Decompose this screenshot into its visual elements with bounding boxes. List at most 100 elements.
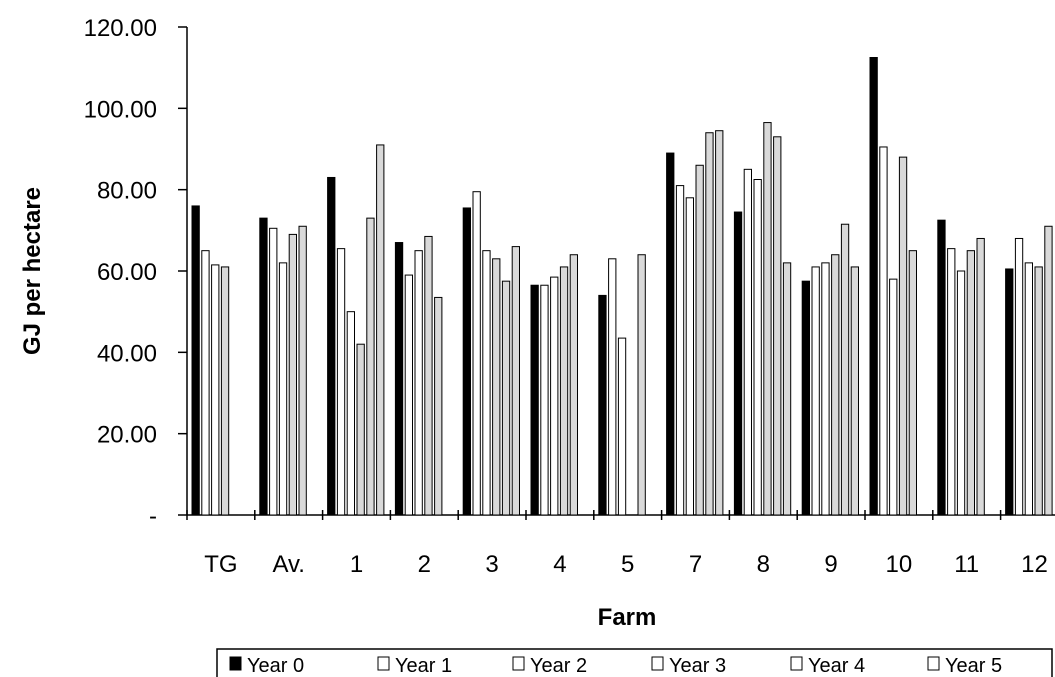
bar-year-2	[550, 276, 559, 516]
bar-year-0	[801, 280, 811, 516]
y-tick-label: 20.00	[97, 422, 157, 449]
bar-year-2	[889, 278, 898, 516]
bar-year-4	[298, 225, 307, 516]
bar-year-3	[831, 254, 840, 516]
bar-year-5	[850, 266, 860, 516]
x-tick-label: TG	[204, 551, 237, 578]
bar-year-2	[211, 264, 220, 516]
bar-year-1	[201, 250, 210, 516]
bar-year-0	[937, 219, 946, 516]
y-tick-label: 60.00	[97, 259, 157, 286]
x-tick-label: 1	[350, 551, 363, 578]
bar-year-1	[947, 248, 956, 516]
legend-swatch	[229, 656, 242, 671]
bar-year-3	[424, 235, 433, 516]
x-tick-label: 3	[485, 551, 498, 578]
bar-year-0	[666, 152, 675, 516]
x-axis: TG Av. 1 2 3 4 5 7 8 9 10 11 12	[186, 510, 1055, 578]
bar-year-1	[336, 248, 346, 516]
bar-year-4	[501, 280, 511, 516]
bar-year-1	[743, 168, 753, 516]
bar-year-3	[356, 343, 365, 516]
bar-year-0	[259, 217, 268, 516]
bar-year-1	[675, 185, 685, 516]
bar-year-4	[434, 296, 443, 516]
bar-year-4	[569, 254, 579, 516]
legend-label: Year 2	[530, 655, 587, 677]
bar-year-3	[763, 122, 772, 516]
y-tick-label: 80.00	[97, 178, 157, 205]
legend-label: Year 4	[808, 655, 865, 677]
legend: Year 0 Year 1 Year 2 Year 3 Year 4 Year 5	[216, 648, 1053, 677]
bar-year-3	[288, 233, 298, 516]
legend-box	[216, 648, 1053, 677]
bar-year-0	[1005, 268, 1014, 516]
bar-year-3	[220, 266, 230, 516]
x-tick-label: 5	[621, 551, 634, 578]
bar-year-0	[462, 207, 472, 516]
bar-year-4	[976, 237, 985, 516]
bar-year-3	[898, 156, 908, 516]
bar-year-3	[1034, 266, 1043, 516]
bar-year-4	[773, 136, 782, 516]
bars	[191, 57, 1053, 516]
bar-year-1	[1014, 237, 1024, 516]
legend-label: Year 1	[395, 655, 452, 677]
legend-swatch	[790, 656, 803, 671]
bar-year-0	[869, 57, 878, 516]
x-tick-label: 10	[886, 551, 913, 578]
bar-year-5	[715, 130, 724, 516]
bar-year-1	[540, 284, 549, 516]
legend-swatch	[512, 656, 525, 671]
bar-year-2	[482, 250, 491, 516]
bar-year-3	[492, 258, 501, 516]
bar-year-4	[908, 250, 918, 516]
x-tick-label: 11	[954, 551, 979, 578]
x-tick-label: 12	[1021, 551, 1048, 578]
legend-label: Year 5	[945, 655, 1002, 677]
legend-label: Year 3	[669, 655, 726, 677]
bar-year-2	[753, 179, 762, 516]
bar-year-5	[376, 144, 385, 516]
bar-year-0	[394, 242, 404, 516]
bar-year-0	[327, 176, 336, 516]
legend-swatch	[651, 656, 664, 671]
bar-year-3	[559, 266, 569, 516]
y-axis-title: GJ per hectare	[19, 187, 46, 355]
y-tick-label: 100.00	[84, 96, 157, 123]
bar-year-2	[346, 311, 356, 516]
x-axis-title: Farm	[598, 604, 657, 631]
bar-year-4	[637, 254, 646, 516]
bar-year-2	[956, 270, 966, 516]
bar-year-1	[404, 274, 414, 516]
bar-year-2	[1024, 262, 1033, 516]
x-tick-label: 4	[553, 551, 566, 578]
x-tick-label: 7	[689, 551, 702, 578]
bar-year-1	[879, 146, 888, 516]
bar-year-2	[821, 262, 830, 516]
y-axis: - 20.00 40.00 60.00 80.00 100.00 120.00	[84, 15, 188, 530]
bar-year-0	[598, 294, 607, 516]
y-tick-label: 40.00	[97, 340, 157, 367]
bar-year-0	[733, 211, 743, 516]
x-tick-label: 2	[418, 551, 431, 578]
bar-year-0	[191, 205, 200, 516]
bar-year-3	[966, 250, 976, 516]
y-tick-label: -	[149, 503, 157, 530]
legend-swatch	[927, 656, 940, 671]
legend-label: Year 0	[247, 655, 304, 677]
bar-year-5	[782, 262, 792, 516]
bar-year-3	[695, 164, 704, 516]
bar-year-2	[617, 337, 627, 516]
bar-year-4	[705, 132, 714, 516]
x-tick-label: Av.	[272, 551, 304, 578]
x-tick-label: 8	[757, 551, 770, 578]
bar-year-2	[685, 197, 695, 516]
legend-swatch	[377, 656, 390, 671]
bar-year-1	[472, 191, 481, 516]
bar-year-1	[608, 258, 617, 516]
bar-year-2	[414, 250, 423, 516]
bar-year-4	[1044, 225, 1053, 516]
bar-year-1	[811, 266, 820, 516]
